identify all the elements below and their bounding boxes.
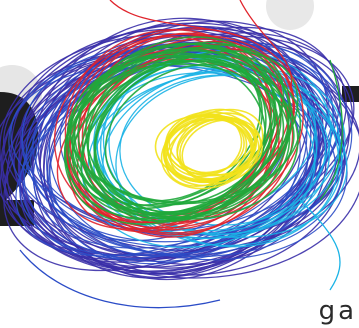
scribble-loop — [176, 112, 257, 174]
scribble-loop — [93, 54, 282, 213]
scribble-stroke — [319, 59, 343, 201]
scribble-loop — [93, 59, 263, 207]
scribble-stroke — [109, 0, 251, 41]
background-blob — [266, 0, 314, 30]
scribble-stroke — [239, 0, 293, 91]
scribble-loop — [73, 54, 299, 220]
scribble-loop — [63, 36, 275, 225]
scribble-loop — [64, 54, 290, 222]
scribble-stroke — [299, 199, 341, 291]
scribble-loop — [53, 28, 304, 229]
caption-text: ga — [318, 296, 357, 326]
scribble-loop — [104, 63, 276, 206]
scribble-stroke — [19, 249, 221, 309]
scribble-loop — [169, 108, 264, 183]
scribble-loop — [119, 74, 327, 226]
